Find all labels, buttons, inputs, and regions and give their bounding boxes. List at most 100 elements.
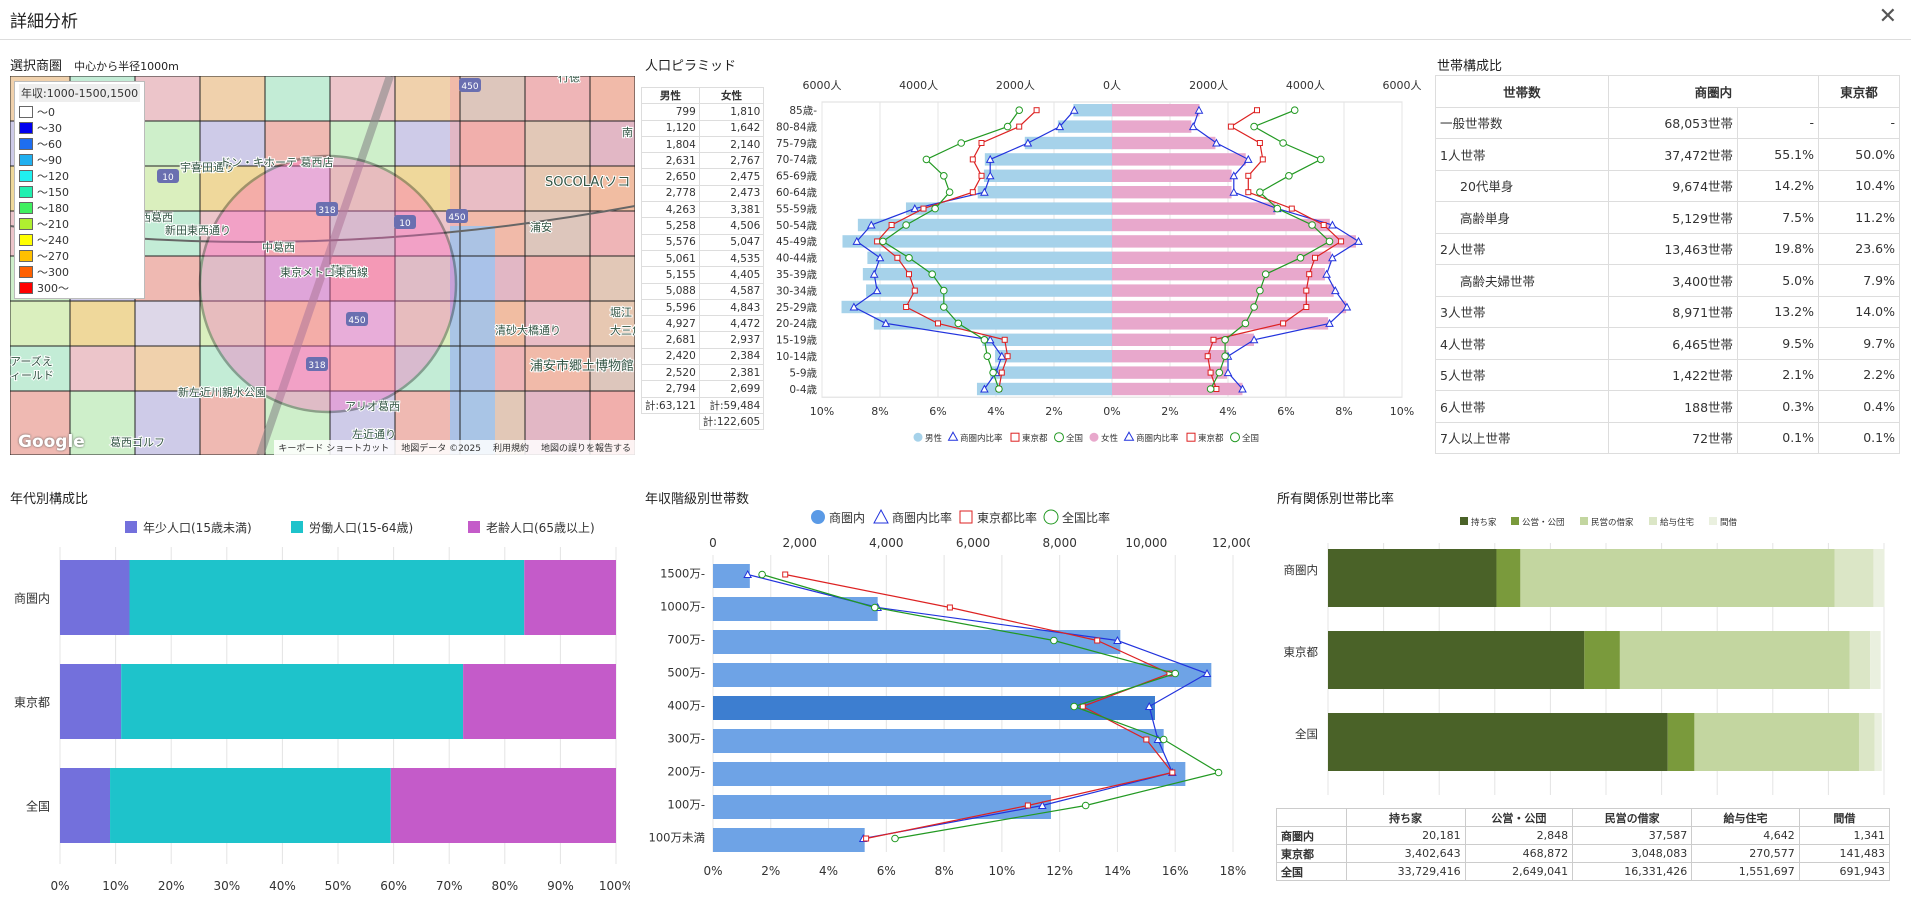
hh-pct: 7.5% <box>1737 201 1820 234</box>
female-bar <box>1112 202 1276 215</box>
table-row: 全国 33,729,416 2,649,041 16,331,426 1,551,697… <box>1276 862 1891 881</box>
table-row: 5,576 5,047 <box>641 233 765 251</box>
pct-marker <box>1016 123 1023 130</box>
map-place-label: ィールド <box>10 369 54 382</box>
pct-marker <box>1250 122 1258 131</box>
bottom-tick-label: 18% <box>1220 864 1247 878</box>
table-row: 4,263 3,381 <box>641 201 765 219</box>
tenure-header: 公営・公団 <box>1464 808 1574 827</box>
female-count: 2,381 <box>698 364 765 382</box>
map-grid-cell <box>395 166 460 211</box>
pct-marker <box>1296 254 1305 262</box>
table-row: 一般世帯数 68,053世帯 - - <box>1435 106 1900 139</box>
pct-marker <box>1325 318 1334 327</box>
map-section-title: 選択商圏 中心から半径1000m <box>10 55 179 74</box>
legend-label: 間借 <box>1720 517 1738 528</box>
hh-tokyo: 11.2% <box>1818 201 1900 234</box>
map-grid-cell <box>330 166 395 211</box>
legend-swatch <box>291 521 303 533</box>
stacked-bar-segment <box>1520 549 1835 607</box>
female-count: 5,047 <box>698 233 765 251</box>
legend-label: ～120 <box>37 170 69 183</box>
female-count: 2,767 <box>698 152 765 170</box>
dialog-title: 詳細分析 <box>10 12 78 32</box>
table-row: 4人世帯 6,465世帯 9.5% 9.7% <box>1435 327 1900 360</box>
pct-marker <box>1322 269 1331 278</box>
female-count: 4,843 <box>698 298 765 317</box>
pct-marker <box>905 254 913 262</box>
pct-marker <box>954 319 963 328</box>
map-grid-cell <box>135 256 200 301</box>
legend-marker <box>1186 432 1196 442</box>
table-row: 799 1,810 <box>641 103 765 121</box>
table-row: 2,778 2,473 <box>641 184 765 203</box>
top-tick-label: 6,000 <box>956 536 990 550</box>
legend-item: 全国 <box>1054 432 1083 444</box>
map-grid-cell <box>395 256 460 301</box>
legend-title: 年収:1000-1500,1500 <box>19 84 141 102</box>
legend-swatch <box>19 250 33 262</box>
bottom-tick-label: 2% <box>1161 405 1178 418</box>
category-label: 東京都 <box>14 696 50 710</box>
terms-link[interactable]: 利用規約 <box>492 444 529 454</box>
pct-marker <box>940 286 948 295</box>
bottom-tick-label: 0% <box>703 864 722 878</box>
stacked-bar-segment <box>1667 713 1695 771</box>
bottom-tick-label: 4% <box>819 864 838 878</box>
male-bar <box>976 382 1112 396</box>
pct-marker <box>1202 668 1212 677</box>
pyramid-table: 男性 女性 799 1,810 1,120 1,642 1,804 2,140 2,631 2,… <box>641 86 765 431</box>
pct-marker <box>879 237 887 246</box>
hh-label: 高齢夫婦世帯 <box>1435 264 1609 297</box>
legend-label: ～90 <box>37 154 62 167</box>
report-error-link[interactable]: 地図の誤りを報告する <box>540 444 631 454</box>
legend-swatch <box>19 170 33 182</box>
tick-label: 0% <box>50 879 69 892</box>
pct-marker <box>1308 221 1316 229</box>
hh-count: 9,674世帯 <box>1607 169 1739 202</box>
age-chart: 年少人口(15歳未満) 労働人口(15-64歳) 老齢人口(65歳以上) 0% 10% 2… <box>14 520 630 892</box>
trade-area-map[interactable]: 自然動物園宇喜田通りドン・キホーテ 葛西店SOCOLA(ソコ新田東西通り西葛西浦… <box>10 76 635 455</box>
map-grid-cell <box>70 346 135 391</box>
bottom-tick-label: 6% <box>877 864 896 878</box>
col-male: 男性 <box>641 86 700 105</box>
legend-swatch <box>19 186 33 198</box>
age-category-label: 75-79歳 <box>776 138 818 150</box>
tick-label: 20% <box>158 879 185 892</box>
stacked-bar-segment <box>1328 631 1585 689</box>
legend-item: 東京都 <box>1186 432 1224 444</box>
stacked-bar-segment <box>60 560 130 635</box>
table-row: 2,794 2,699 <box>641 380 765 398</box>
keyboard-shortcut-link[interactable]: キーボード ショートカット <box>278 444 390 454</box>
female-bar <box>1112 333 1254 346</box>
age-category-label: 5-9歳 <box>789 367 817 379</box>
legend-label: ～240 <box>37 234 69 247</box>
age-category-label: 30-34歳 <box>776 285 818 297</box>
hh-pct: 9.5% <box>1737 327 1820 360</box>
pct-marker <box>894 254 901 261</box>
stacked-bar-segment <box>1328 713 1668 771</box>
pct-marker <box>903 304 910 310</box>
male-bar <box>1057 120 1112 133</box>
pct-marker <box>902 221 910 229</box>
pct-marker <box>1188 122 1198 131</box>
hh-count: 6,465世帯 <box>1607 327 1739 360</box>
pct-marker <box>910 204 920 213</box>
hh-pct: 19.8% <box>1737 232 1820 265</box>
legend-label: 商圏内比率 <box>1136 433 1179 444</box>
hh-tokyo: 7.9% <box>1818 264 1900 297</box>
tick-label: 80% <box>491 879 518 892</box>
close-icon[interactable]: ✕ <box>1878 4 1897 29</box>
map-canvas[interactable]: 自然動物園宇喜田通りドン・キホーテ 葛西店SOCOLA(ソコ新田東西通り西葛西浦… <box>10 76 635 455</box>
female-bar <box>1112 153 1246 166</box>
hh-count: 13,463世帯 <box>1607 232 1739 265</box>
tick-label: 90% <box>1816 803 1840 805</box>
pct-marker <box>985 154 995 163</box>
pct-marker <box>1159 735 1168 744</box>
hh-pct: 2.1% <box>1737 358 1820 391</box>
hh-count: 8,971世帯 <box>1607 295 1739 328</box>
map-place-label: アリオ葛西 <box>345 400 400 413</box>
pct-marker <box>1250 303 1258 311</box>
male-bar <box>983 169 1112 182</box>
table-row: 1人世帯 37,472世帯 55.1% 50.0% <box>1435 138 1900 171</box>
